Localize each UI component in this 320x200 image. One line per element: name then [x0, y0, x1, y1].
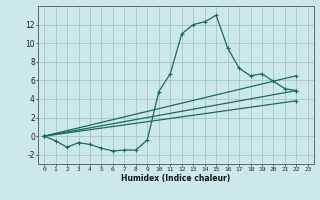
- X-axis label: Humidex (Indice chaleur): Humidex (Indice chaleur): [121, 174, 231, 183]
